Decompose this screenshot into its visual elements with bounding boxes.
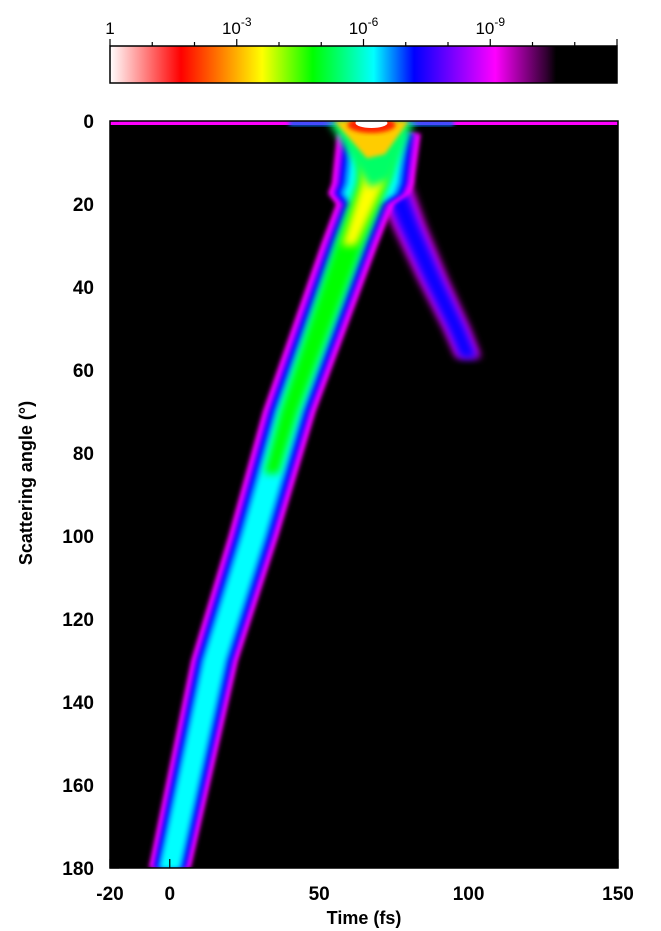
y-tick-label: 60	[73, 361, 94, 382]
x-tick-label: 50	[309, 884, 330, 905]
colorbar-tick-label: 10-3	[222, 15, 252, 38]
colorbar-tick-exponent: -9	[494, 15, 505, 29]
y-tick-label: 160	[62, 776, 94, 797]
colorbar-tick-label: 10-9	[475, 15, 505, 38]
x-tick-label: 100	[453, 884, 485, 905]
heatmap	[110, 121, 618, 868]
x-axis-ticks: -20 0 50 100 150	[96, 859, 634, 905]
y-tick-label: 120	[62, 610, 94, 631]
colorbar-tick-label: 1	[105, 19, 114, 38]
colorbar-ticks	[109, 39, 618, 46]
x-tick-label: -20	[96, 884, 123, 905]
y-tick-label: 180	[62, 859, 94, 880]
colorbar-tick-exponent: -6	[368, 15, 379, 29]
main-branch-layer	[160, 133, 404, 868]
y-tick-label: 0	[83, 112, 94, 133]
colorbar-tick-base: 1	[105, 19, 114, 38]
colorbar-gradient	[109, 45, 618, 84]
y-tick-label: 80	[73, 444, 94, 465]
colorbar-tick-label: 10-6	[349, 15, 379, 38]
y-tick-label: 20	[73, 195, 94, 216]
colorbar-tick-exponent: -3	[241, 15, 252, 29]
y-tick-label: 40	[73, 278, 94, 299]
x-tick-label: 150	[602, 884, 634, 905]
x-axis-label: Time (fs)	[327, 908, 402, 928]
y-tick-label: 140	[62, 693, 94, 714]
forward-peak-max	[355, 121, 388, 128]
secondary-branch-layer	[375, 162, 476, 358]
plot-area: -20 0 50 100 150 0 20 40 60 80 100 120 140 160 180	[62, 112, 634, 905]
colorbar-tick-base: 10	[349, 19, 368, 38]
colorbar-labels: 1 10-3 10-6 10-9	[105, 15, 505, 38]
y-axis-ticks: 0 20 40 60 80 100 120 140 160 180	[62, 112, 119, 880]
main-branch-layer	[157, 133, 409, 868]
colorbar: 1 10-3 10-6 10-9	[105, 15, 618, 84]
forward-peak-mid	[334, 121, 409, 159]
colorbar-tick-base: 10	[222, 19, 241, 38]
y-tick-label: 100	[62, 527, 94, 548]
x-tick-label: 0	[164, 884, 175, 905]
colorbar-tick-base: 10	[475, 19, 494, 38]
y-axis-label: Scattering angle (°)	[16, 401, 36, 565]
